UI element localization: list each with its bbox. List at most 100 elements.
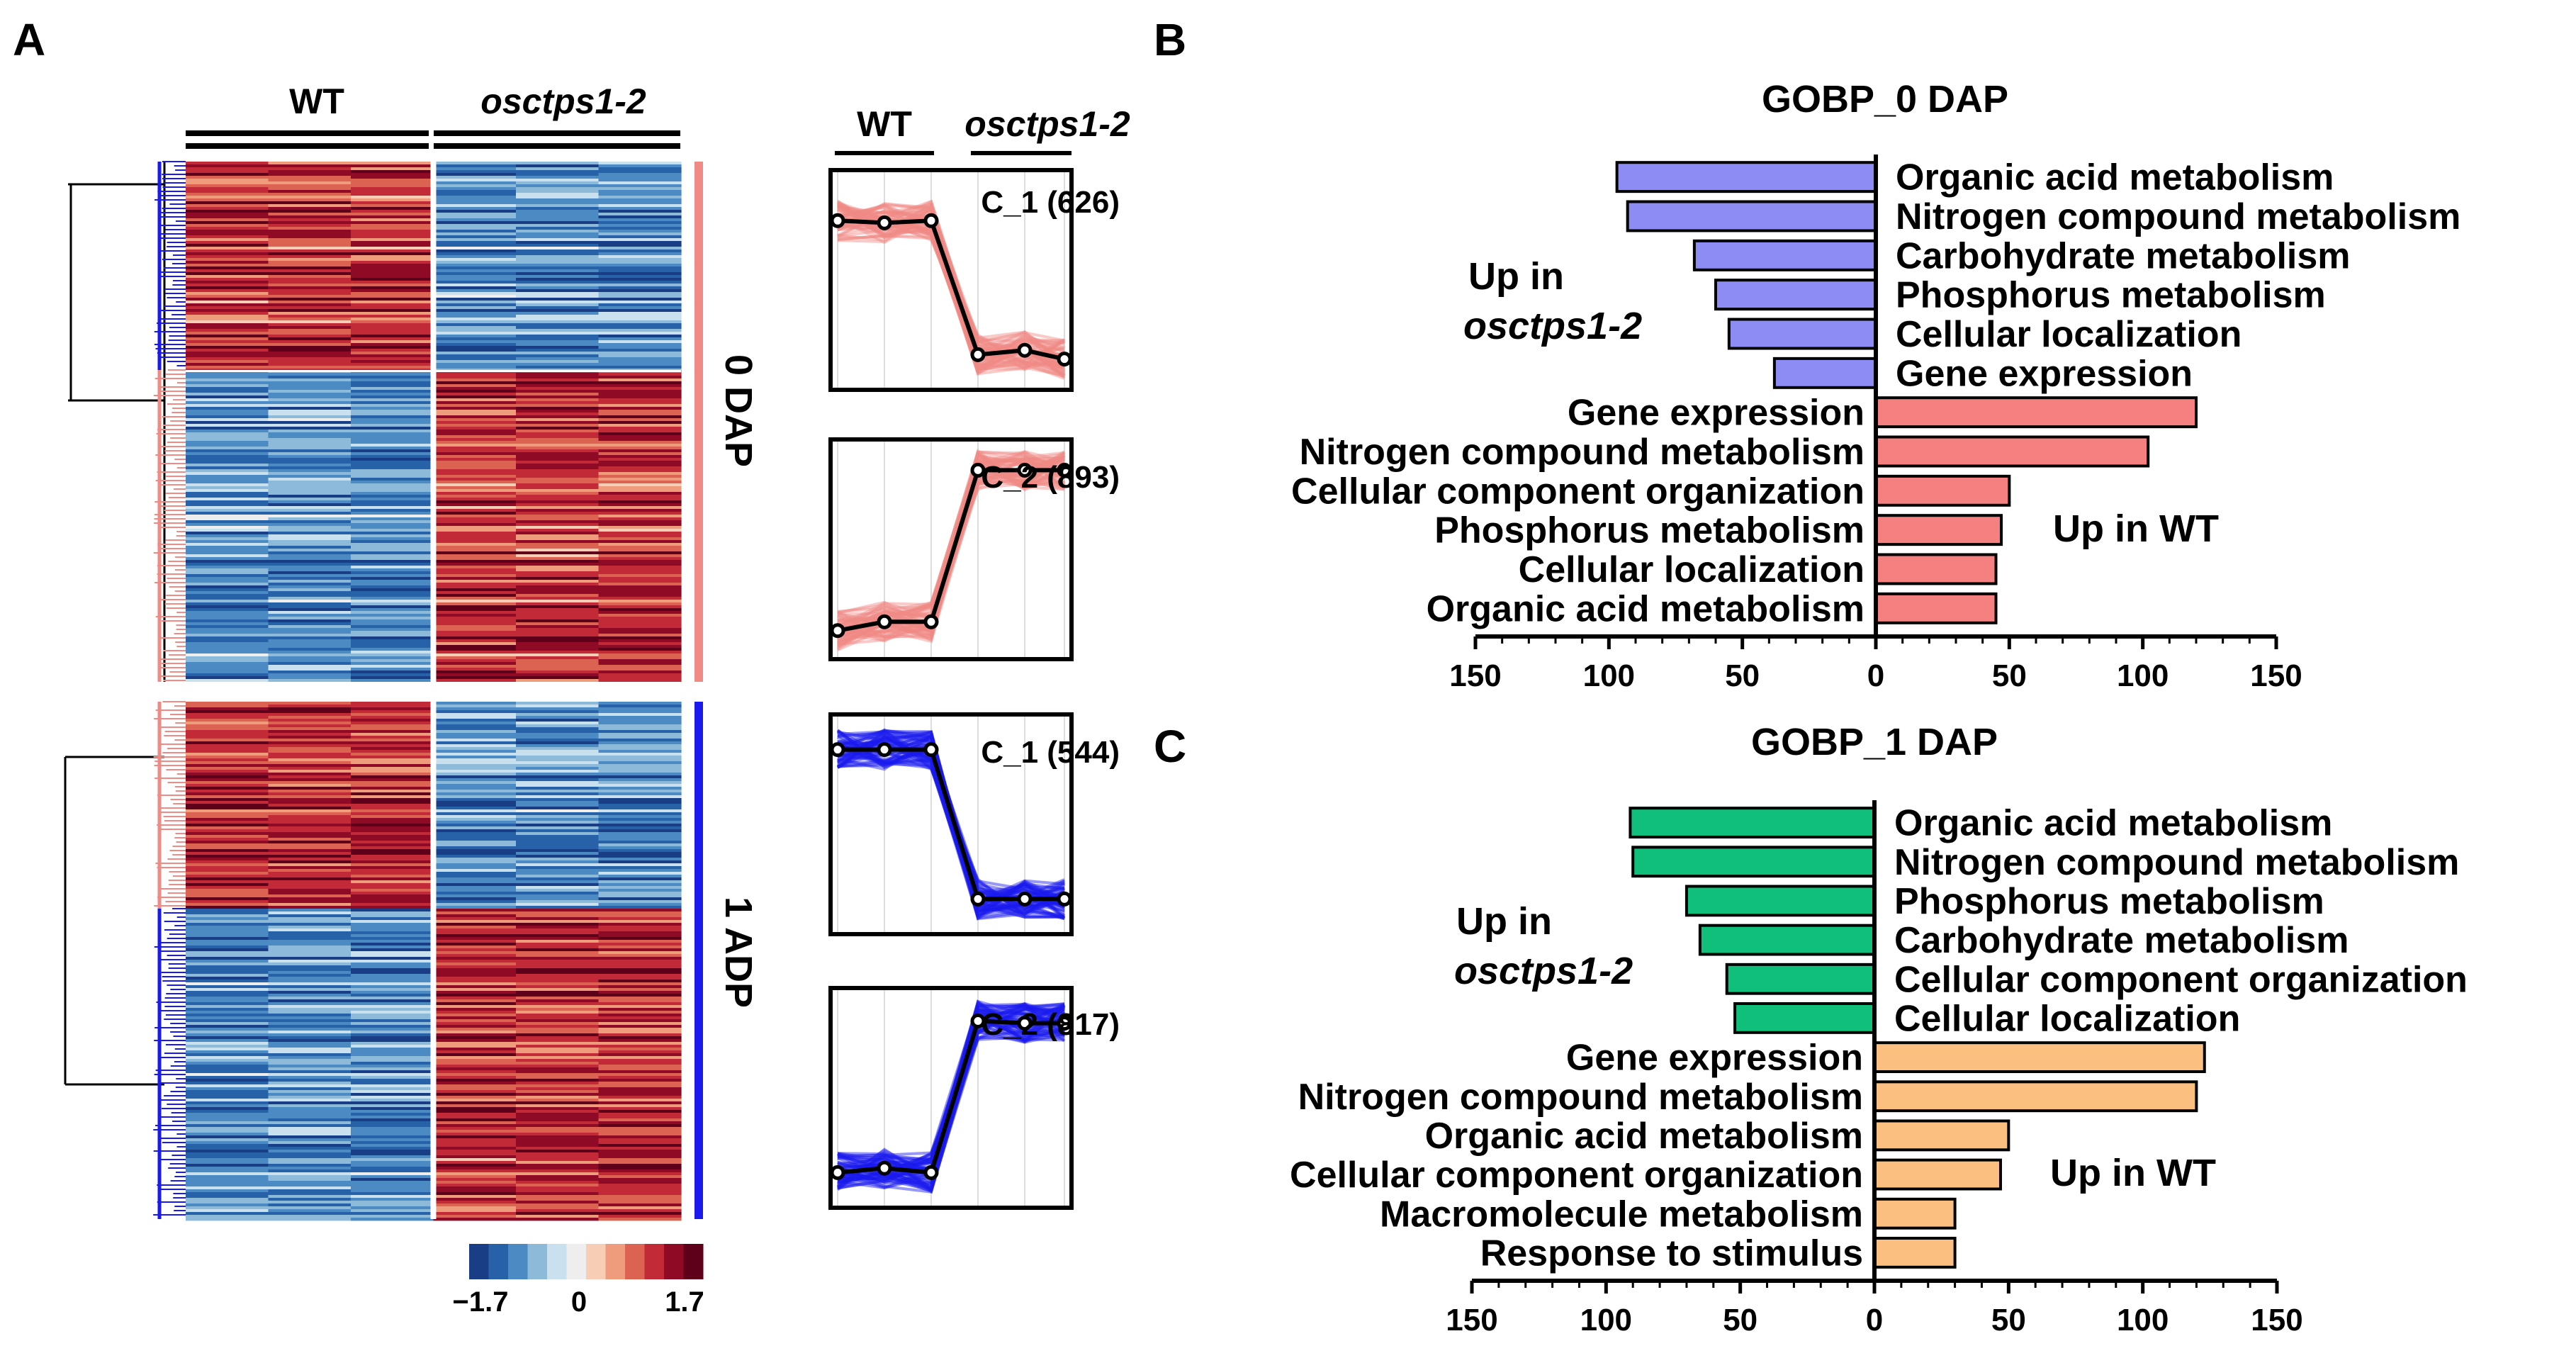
panel-label-b: B	[1154, 14, 1186, 65]
category-label: Organic acid metabolism	[1896, 157, 2334, 198]
condition-label-1adp: 1 ADP	[717, 897, 760, 1008]
bar-wt-2	[1873, 1119, 2010, 1152]
category-label: Phosphorus metabolism	[1896, 275, 2326, 316]
category-label: Nitrogen compound metabolism	[1300, 432, 1864, 473]
cluster-point	[830, 623, 845, 639]
cluster-header-wt: WT	[857, 104, 912, 144]
cluster-plot-frame	[828, 168, 1074, 392]
x-tick-label: 100	[2117, 658, 2169, 693]
cluster-point	[1017, 1016, 1033, 1031]
category-label: Phosphorus metabolism	[1894, 881, 2324, 922]
cluster-plot-4	[828, 986, 1074, 1210]
heatmap-panel: WT osctps1-2 0 DAP 1 ADP −1.7 0 1.7	[64, 82, 760, 1318]
bar-wt-4	[1874, 553, 1998, 585]
cluster-point	[1017, 462, 1033, 478]
cluster-point	[970, 462, 986, 478]
x-tick-label: 50	[1723, 1303, 1757, 1337]
x-tick-label: 100	[1580, 1303, 1632, 1337]
x-tick-label: 150	[1449, 658, 1501, 693]
bar-mutant-0	[1615, 161, 1877, 193]
category-label: Phosphorus metabolism	[1434, 510, 1864, 551]
category-label: Gene expression	[1568, 393, 1864, 434]
bar-wt-5	[1874, 592, 1998, 624]
cluster-point	[877, 742, 892, 758]
cluster-point	[970, 891, 986, 907]
cluster-label-3: C_1 (544)	[981, 735, 1120, 770]
cluster-point	[830, 1165, 845, 1180]
chart-left-label-1dap: Up in	[1456, 900, 1552, 943]
bar-mutant-4	[1727, 318, 1877, 350]
bar-mutant-3	[1698, 924, 1877, 956]
chart-left-label-0dap: Up in	[1468, 255, 1564, 298]
panel-label-a: A	[13, 14, 45, 65]
bar-wt-2	[1874, 474, 2011, 507]
scale-mid-label: 0	[571, 1286, 587, 1318]
heatmap-label-mutant: osctps1-2	[480, 82, 646, 121]
bar-mutant-1	[1626, 200, 1877, 232]
bar-wt-3	[1874, 514, 2003, 546]
panel-label-c: C	[1154, 721, 1186, 772]
chart-left-label-italic-1dap: osctps1-2	[1454, 950, 1633, 992]
cluster-point	[830, 742, 845, 758]
cluster-point	[877, 614, 892, 629]
cluster-point	[1017, 891, 1033, 907]
cluster-plot-1	[828, 168, 1074, 392]
cluster-header-mutant: osctps1-2	[964, 104, 1130, 144]
bar-wt-1	[1874, 435, 2150, 468]
heatmap-cells	[186, 162, 682, 1221]
cluster-point	[1017, 342, 1033, 358]
category-label: Gene expression	[1896, 353, 2193, 394]
cluster-label-2: C_2 (893)	[981, 460, 1120, 495]
x-tick-label: 50	[1991, 1303, 2026, 1337]
gobp-chart-1dap: GOBP_1 DAP Up in osctps1-2 Up in WT Orga…	[1290, 721, 2468, 1337]
cluster-plot-frame	[828, 437, 1074, 661]
bar-mutant-2	[1692, 239, 1878, 271]
cluster-point	[923, 742, 939, 758]
heatmap-label-wt: WT	[289, 82, 344, 121]
x-tick-label: 150	[2250, 658, 2302, 693]
x-tick-label: 0	[1867, 658, 1884, 693]
category-label: Cellular localization	[1896, 314, 2242, 355]
bar-wt-0	[1874, 396, 2198, 429]
cluster-point	[1057, 891, 1072, 907]
bar-mutant-3	[1714, 279, 1877, 311]
heatmap-dendrogram	[64, 161, 186, 1219]
gobp-chart-0dap: GOBP_0 DAP Up in osctps1-2 Up in WT Orga…	[1291, 78, 2460, 693]
category-label: Cellular localization	[1519, 549, 1864, 590]
category-label: Cellular localization	[1894, 998, 2240, 1039]
cluster-point	[923, 213, 939, 228]
x-tick-label: 0	[1866, 1303, 1883, 1337]
category-label: Nitrogen compound metabolism	[1298, 1077, 1863, 1118]
x-tick-label: 150	[1446, 1303, 1497, 1337]
category-label: Organic acid metabolism	[1425, 1116, 1863, 1157]
cluster-label-1: C_1 (626)	[981, 185, 1120, 220]
cluster-plot-frame	[828, 712, 1074, 936]
chart-title-0dap: GOBP_0 DAP	[1762, 78, 2008, 120]
category-label: Macromolecule metabolism	[1380, 1194, 1863, 1235]
bar-mutant-4	[1725, 963, 1877, 995]
category-label: Nitrogen compound metabolism	[1894, 842, 2459, 883]
cluster-plot-2	[828, 437, 1074, 661]
category-label: Organic acid metabolism	[1427, 588, 1864, 629]
x-tick-label: 100	[2117, 1303, 2169, 1337]
scale-max-label: 1.7	[665, 1286, 704, 1318]
color-scale	[469, 1244, 704, 1279]
chart-right-label-0dap: Up in WT	[2053, 507, 2219, 550]
cluster-plot-frame	[828, 986, 1074, 1210]
cluster-point	[970, 1014, 986, 1028]
cluster-point	[830, 213, 845, 228]
category-label: Cellular component organization	[1894, 959, 2468, 1000]
cluster-label-4: C_2 (817)	[981, 1007, 1120, 1042]
cluster-plots: WT osctps1-2 C_1 (626) C_2 (893) C_1 (54…	[828, 104, 1130, 1210]
condition-label-0dap: 0 DAP	[717, 354, 760, 467]
condition-bar-1adp	[694, 702, 703, 1219]
chart-title-1dap: GOBP_1 DAP	[1751, 721, 1998, 763]
cluster-point	[877, 215, 892, 230]
x-tick-label: 50	[1992, 658, 2027, 693]
category-label: Carbohydrate metabolism	[1896, 235, 2351, 276]
x-tick-label: 100	[1583, 658, 1635, 693]
bar-mutant-2	[1684, 885, 1877, 917]
bar-wt-4	[1873, 1197, 1957, 1230]
cluster-point	[1057, 352, 1072, 367]
